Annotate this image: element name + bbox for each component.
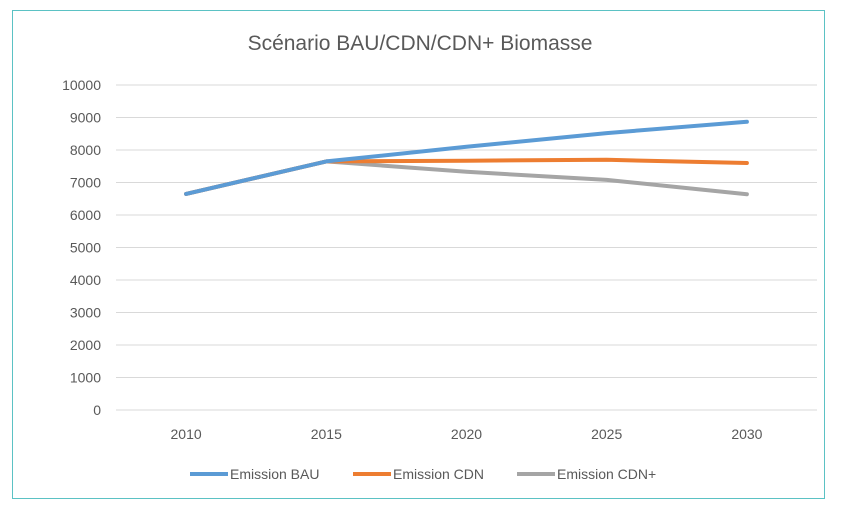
y-tick-label: 3000 bbox=[70, 305, 101, 321]
legend-label: Emission CDN bbox=[393, 466, 484, 482]
x-tick-label: 2020 bbox=[451, 426, 482, 442]
y-tick-label: 0 bbox=[93, 402, 101, 418]
legend: Emission BAU Emission CDN Emission CDN+ bbox=[190, 466, 656, 482]
series-line bbox=[184, 159, 749, 197]
y-tick-label: 4000 bbox=[70, 272, 101, 288]
series-line bbox=[184, 119, 749, 196]
gridlines bbox=[116, 84, 817, 411]
y-axis-ticks: 0 1000 2000 3000 4000 5000 6000 7000 8000 9000 100… bbox=[62, 77, 101, 418]
y-tick-label: 10000 bbox=[62, 77, 101, 93]
y-tick-label: 9000 bbox=[70, 110, 101, 126]
legend-label: Emission CDN+ bbox=[557, 466, 656, 482]
y-tick-label: 5000 bbox=[70, 240, 101, 256]
series-lines bbox=[184, 119, 749, 197]
series-line bbox=[184, 157, 749, 196]
y-tick-label: 2000 bbox=[70, 337, 101, 353]
legend-label: Emission BAU bbox=[230, 466, 319, 482]
x-tick-label: 2010 bbox=[171, 426, 202, 442]
x-tick-label: 2025 bbox=[591, 426, 622, 442]
x-tick-label: 2030 bbox=[731, 426, 762, 442]
chart-title: Scénario BAU/CDN/CDN+ Biomasse bbox=[248, 32, 593, 55]
y-tick-label: 1000 bbox=[70, 370, 101, 386]
chart-frame bbox=[12, 10, 825, 499]
x-axis-ticks: 2010 2015 2020 2025 2030 bbox=[171, 426, 763, 442]
y-tick-label: 6000 bbox=[70, 207, 101, 223]
y-tick-label: 8000 bbox=[70, 142, 101, 158]
y-tick-label: 7000 bbox=[70, 175, 101, 191]
x-tick-label: 2015 bbox=[311, 426, 342, 442]
